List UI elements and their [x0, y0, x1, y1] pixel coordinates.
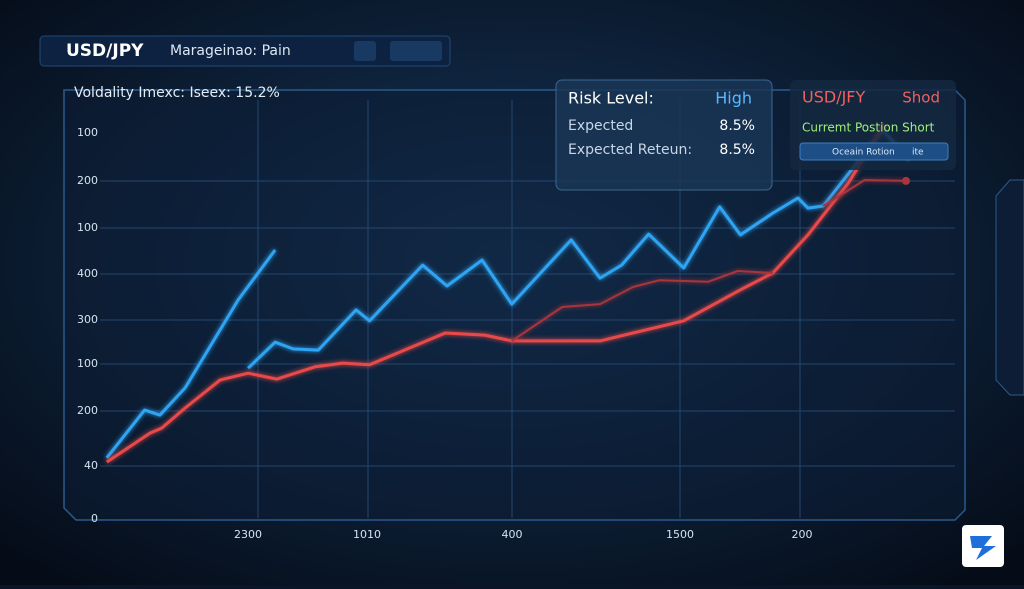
series-line — [105, 128, 909, 459]
icon-button[interactable] — [390, 41, 442, 61]
y-axis-label: 300 — [77, 313, 98, 326]
return-value: 8.5% — [719, 142, 755, 158]
volatility-label: Voldality Imexc: Iseex: 15.2% — [74, 85, 280, 101]
icon-button[interactable] — [354, 41, 376, 61]
return-label: Expected Reteun: — [568, 142, 692, 158]
chart-frame — [63, 89, 966, 521]
y-axis-label: 200 — [77, 404, 98, 417]
side-frame — [995, 179, 1024, 396]
series-line — [105, 126, 884, 464]
position-text: Curremt Postion Short — [802, 121, 935, 135]
y-axis-label: 100 — [77, 357, 98, 370]
position-pair: USD/JFY — [802, 88, 866, 107]
x-axis-label: 1500 — [666, 528, 694, 541]
end-point — [902, 176, 910, 185]
risk-value: High — [715, 89, 752, 108]
expected-label: Expected — [568, 118, 633, 134]
y-axis-label: 40 — [84, 459, 98, 472]
header-bar — [39, 35, 451, 67]
y-axis-label: 400 — [77, 267, 98, 280]
grid — [100, 100, 955, 518]
x-axis-label: 400 — [502, 528, 523, 541]
expected-value: 8.5% — [719, 118, 755, 134]
risk-label: Risk Level: — [568, 89, 654, 108]
x-axis-label: 1010 — [353, 528, 381, 541]
y-axis-label: 100 — [77, 126, 98, 139]
series-line — [511, 179, 907, 342]
pair-title: USD/JPY — [66, 41, 144, 61]
x-axis-label: 2300 — [234, 528, 262, 541]
subtitle: Marageinao: Pain — [170, 43, 291, 59]
y-axis-label: 100 — [77, 221, 98, 234]
button-tail: ite — [912, 148, 924, 158]
x-axis-label: 200 — [792, 528, 813, 541]
y-axis-label: 200 — [77, 174, 98, 187]
button-label: Oceain Rotion — [832, 148, 895, 158]
logo-mark — [970, 536, 996, 560]
position-button[interactable] — [799, 142, 949, 161]
risk-panel — [555, 79, 773, 191]
position-side: Shod — [902, 89, 940, 107]
y-axis-label: 0 — [91, 512, 98, 525]
